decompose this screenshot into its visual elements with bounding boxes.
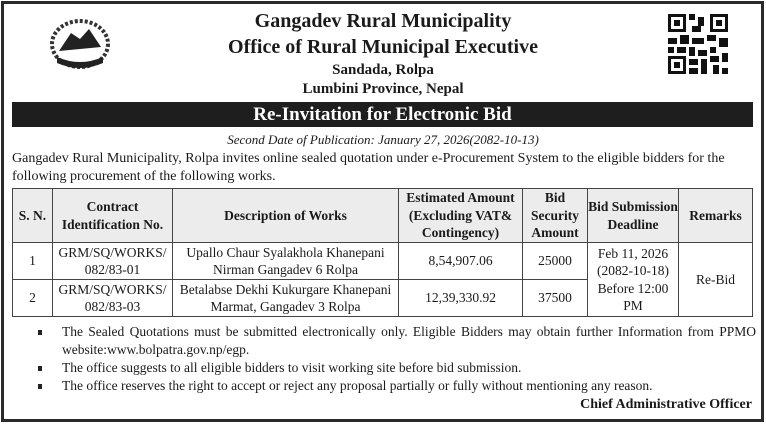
col-sn: S. N. [12, 188, 53, 243]
intro-paragraph: Gangadev Rural Municipality, Rolpa invit… [12, 151, 725, 184]
contract-id-cell: GRM/SQ/WORKS/ 082/83-03 [52, 279, 173, 317]
address: Sandada, Rolpa [332, 62, 434, 78]
org-name: Gangadev Rural Municipality [254, 10, 512, 32]
table-row: 2 GRM/SQ/WORKS/ 082/83-03 Betalabse Dekh… [12, 279, 753, 317]
office-name: Office of Rural Municipal Executive [228, 36, 538, 58]
col-bid-security: Bid Security Amount [522, 188, 588, 243]
deadline-cell: Feb 11, 2026 (2082-10-18) Before 12:00 P… [587, 242, 679, 317]
security-cell: 25000 [522, 242, 588, 280]
note-item: The Sealed Quotations must be submitted … [38, 323, 756, 359]
col-contract-id: Contract Identification No. [52, 188, 173, 243]
publication-date: Second Date of Publication: January 27, … [227, 132, 539, 147]
notice-title: Re-Invitation for Electronic Bid [12, 102, 753, 127]
amount-cell: 8,54,907.06 [398, 242, 523, 280]
description-cell: Betalabse Dekhi Kukurgare Khanepani Marm… [172, 279, 399, 317]
col-estimated-amount: Estimated Amount (Excluding VAT& Conting… [398, 188, 523, 243]
contract-id-cell: GRM/SQ/WORKS/ 082/83-01 [52, 242, 173, 280]
province: Lumbini Province, Nepal [302, 81, 464, 97]
municipality-emblem-logo [50, 19, 110, 69]
table-row: 1 GRM/SQ/WORKS/ 082/83-01 Upallo Chaur S… [12, 242, 753, 317]
remarks-cell: Re-Bid [678, 242, 753, 317]
table-header-row: S. N. Contract Identification No. Descri… [12, 188, 753, 243]
notes-list: The Sealed Quotations must be submitted … [38, 323, 756, 395]
signatory: Chief Administrative Officer [580, 397, 752, 412]
qr-code [668, 14, 728, 74]
sn-cell: 2 [12, 279, 53, 317]
col-description: Description of Works [172, 188, 399, 243]
note-item: The office reserves the right to accept … [38, 377, 756, 395]
note-item: The office suggests to all eligible bidd… [38, 359, 756, 377]
works-table: S. N. Contract Identification No. Descri… [12, 188, 753, 317]
amount-cell: 12,39,330.92 [398, 279, 523, 317]
col-deadline: Bid Submission Deadline [587, 188, 679, 243]
sn-cell: 1 [12, 242, 53, 280]
description-cell: Upallo Chaur Syalakhola Khanepani Nirman… [172, 242, 399, 280]
col-remarks: Remarks [678, 188, 753, 243]
security-cell: 37500 [522, 279, 588, 317]
